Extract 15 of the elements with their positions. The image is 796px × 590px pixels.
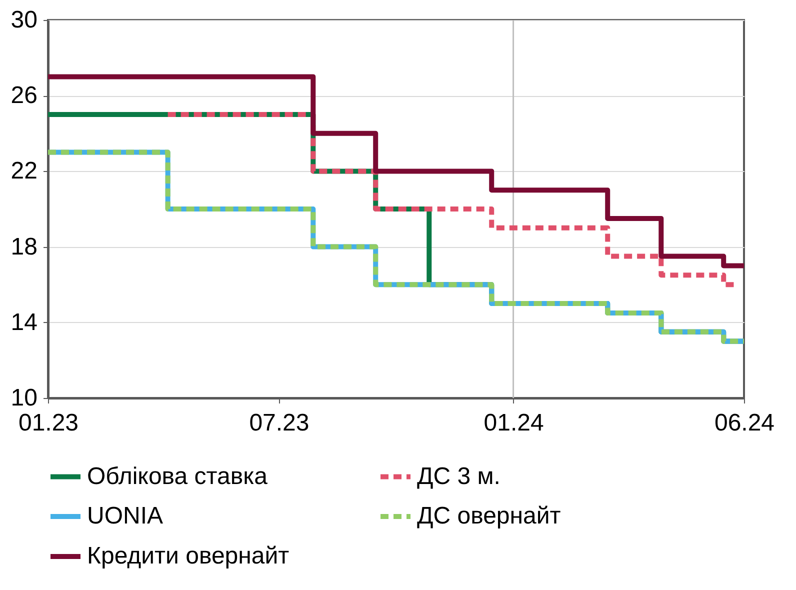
y-tick-label: 30 bbox=[10, 6, 38, 34]
legend-label: ДС овернайт bbox=[417, 502, 561, 530]
legend-label: ДС 3 м. bbox=[417, 462, 500, 490]
legend-label: Облікова ставка bbox=[87, 462, 268, 490]
x-tick-label: 06.24 bbox=[714, 410, 775, 436]
legend-label: Кредити овернайт bbox=[87, 542, 290, 570]
legend-label: UONIA bbox=[87, 502, 164, 530]
y-tick-label: 22 bbox=[10, 158, 38, 185]
y-tick-label: 10 bbox=[10, 384, 38, 412]
x-tick-label: 01.24 bbox=[484, 410, 544, 436]
y-tick-label: 18 bbox=[10, 233, 38, 260]
x-tick-label: 01.23 bbox=[18, 410, 79, 436]
y-tick-label: 26 bbox=[10, 82, 38, 110]
y-tick-label: 14 bbox=[10, 308, 38, 336]
x-tick-label: 07.23 bbox=[249, 410, 310, 436]
